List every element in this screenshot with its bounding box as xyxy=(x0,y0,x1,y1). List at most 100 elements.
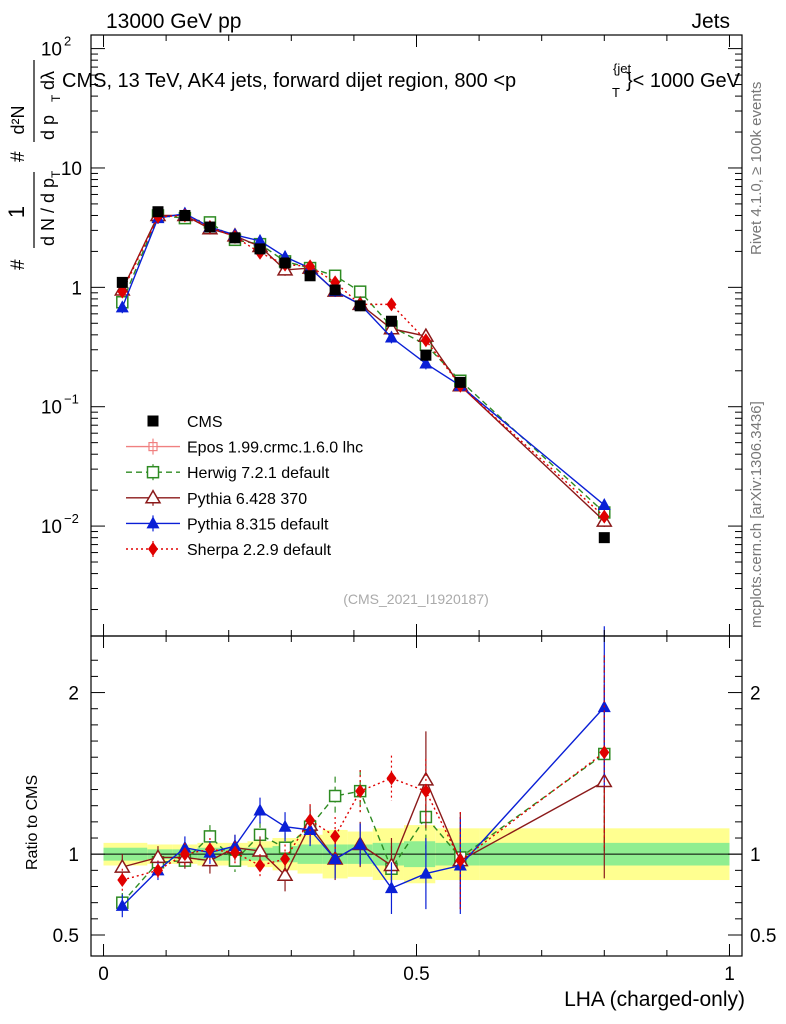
main-point-pythia-8-315-default-13 xyxy=(597,498,611,511)
main-point-cms-4 xyxy=(229,232,241,244)
y-tick-exp-4: 2 xyxy=(64,34,71,49)
ylabel-dpt-sub: T xyxy=(49,94,63,102)
title-end: }< 1000 GeV xyxy=(626,70,741,92)
main-point-pythia-8-315-default-5 xyxy=(253,233,267,246)
ylabel-one: 1 xyxy=(4,206,29,218)
plot-title: CMS, 13 TeV, AK4 jets, forward dijet reg… xyxy=(62,61,741,100)
title-super: {jet xyxy=(613,61,631,76)
main-point-sherpa-2-2-9-default-13 xyxy=(599,509,610,524)
ratio-point-herwig-7-2-1-default-6 xyxy=(278,841,292,854)
ratio-point-sherpa-2-2-9-default-11 xyxy=(420,784,431,799)
ratio-point-sherpa-2-2-9-default-8 xyxy=(330,829,341,844)
y-tick-label-4: 10 xyxy=(41,40,62,61)
main-point-cms-10 xyxy=(385,315,397,327)
rivet-label: Rivet 4.1.0, ≥ 100k events xyxy=(748,82,765,255)
ylabel-hash-left: # xyxy=(8,259,29,270)
main-point-cms-6 xyxy=(279,257,291,269)
ratio-y-label: Ratio to CMS xyxy=(24,775,41,870)
y-tick-exp-1: −1 xyxy=(64,392,79,407)
ylabel-dlambda: dλ xyxy=(38,71,58,90)
main-series-layer xyxy=(113,206,613,544)
ratio-point-sherpa-2-2-9-default-10 xyxy=(386,771,397,786)
main-point-pythia-8-315-default-10 xyxy=(384,330,398,343)
ratio-point-sherpa-2-2-9-default-6 xyxy=(280,852,291,867)
legend-label-herwig-7-2-1-default: Herwig 7.2.1 default xyxy=(187,465,330,482)
legend-label-pythia-6-428-370: Pythia 6.428 370 xyxy=(187,491,307,508)
title-main: CMS, 13 TeV, AK4 jets, forward dijet reg… xyxy=(62,70,516,92)
legend-label-epos-1-99-crmc-1-6-0-lhc: Epos 1.99.crmc.1.6.0 lhc xyxy=(187,440,363,457)
main-point-cms-7 xyxy=(304,270,316,282)
ratio-point-sherpa-2-2-9-default-7 xyxy=(305,813,316,828)
main-point-cms-9 xyxy=(354,300,366,312)
ratio-point-sherpa-2-2-9-default-9 xyxy=(355,784,366,799)
header-left: 13000 GeV pp xyxy=(106,10,241,33)
legend-marker-cms xyxy=(147,415,159,427)
main-point-cms-0 xyxy=(116,276,128,288)
ratio-point-sherpa-2-2-9-default-2 xyxy=(179,847,190,862)
ratio-point-sherpa-2-2-9-default-12 xyxy=(455,853,466,868)
legend-marker-sherpa-2-2-9-default xyxy=(148,542,158,556)
ratio-point-sherpa-2-2-9-default-4 xyxy=(229,845,240,860)
ratio-point-pythia-8-315-default-10 xyxy=(384,881,398,894)
ratio-point-pythia-8-315-default-4 xyxy=(228,839,242,852)
y-tick-exp-0: −2 xyxy=(64,511,79,526)
ratio-point-pythia-6-428-370-0 xyxy=(113,858,131,873)
ratio-point-pythia-8-315-default-6 xyxy=(278,819,292,832)
legend-marker-epos-1-99-crmc-1-6-0-lhc xyxy=(148,442,158,452)
ratio-point-sherpa-2-2-9-default-13 xyxy=(599,745,610,760)
ratio-point-pythia-8-315-default-8 xyxy=(328,852,342,865)
legend-label-sherpa-2-2-9-default: Sherpa 2.2.9 default xyxy=(187,542,332,559)
ratio-tick-label-right-2: 2 xyxy=(750,684,761,705)
ylabel-dpt: d p xyxy=(38,115,58,140)
y-axis-label: # 1 d N / d p T # d²N d p T dλ xyxy=(4,60,63,270)
legend-marker-pythia-8-315-default xyxy=(146,516,160,529)
legend-label-cms: CMS xyxy=(187,414,223,431)
main-point-cms-12 xyxy=(454,376,466,388)
x-tick-label-2: 1 xyxy=(724,964,735,985)
ratio-line-herwig-7-2-1-default xyxy=(121,753,605,904)
main-point-pythia-8-315-default-0 xyxy=(115,300,129,313)
ylabel-hash-mid: # xyxy=(8,151,29,162)
main-point-cms-11 xyxy=(420,349,432,361)
legend-marker-herwig-7-2-1-default xyxy=(146,465,160,479)
ratio-point-pythia-8-315-default-5 xyxy=(253,803,267,816)
header-right: Jets xyxy=(691,10,730,33)
ratio-tick-label-0: 0.5 xyxy=(53,926,79,947)
ratio-tick-label-right-0: 0.5 xyxy=(750,926,776,947)
ratio-point-pythia-8-315-default-7 xyxy=(303,822,317,835)
ratio-point-sherpa-2-2-9-default-0 xyxy=(117,873,128,888)
ratio-point-pythia-8-315-default-0 xyxy=(115,898,129,911)
y-tick-label-2: 1 xyxy=(71,278,82,299)
ylabel-denominator: d N / d p xyxy=(38,178,58,246)
ratio-point-sherpa-2-2-9-default-5 xyxy=(255,858,266,873)
main-point-sherpa-2-2-9-default-11 xyxy=(420,333,431,348)
main-point-sherpa-2-2-9-default-0 xyxy=(117,284,128,299)
main-point-cms-2 xyxy=(179,209,191,221)
ratio-tick-label-1: 1 xyxy=(68,845,79,866)
y-tick-label-3: 10 xyxy=(61,159,82,180)
main-point-pythia-8-315-default-11 xyxy=(419,356,433,369)
ratio-series-layer xyxy=(113,626,613,918)
ratio-line-sherpa-2-2-9-default xyxy=(122,751,605,881)
ratio-plot-frame xyxy=(90,635,743,957)
ratio-point-herwig-7-2-1-default-8 xyxy=(328,789,342,803)
main-point-cms-13 xyxy=(598,532,610,544)
ratio-point-herwig-7-2-1-default-3 xyxy=(203,830,217,843)
main-point-cms-1 xyxy=(152,206,164,218)
ratio-point-pythia-8-315-default-11 xyxy=(419,866,433,879)
x-tick-label-1: 0.5 xyxy=(403,964,429,985)
ratio-tick-label-right-1: 1 xyxy=(750,845,761,866)
main-point-cms-8 xyxy=(329,284,341,296)
title-sub: T xyxy=(612,85,620,100)
x-tick-label-0: 0 xyxy=(98,964,109,985)
ratio-point-sherpa-2-2-9-default-1 xyxy=(152,863,163,878)
ratio-point-pythia-8-315-default-9 xyxy=(353,837,367,850)
legend: CMS Epos 1.99.crmc.1.6.0 lhc Herwig 7.2.1 … xyxy=(126,414,363,559)
main-line-pythia-8-315-default xyxy=(121,212,605,506)
legend-marker-pythia-6-428-370 xyxy=(144,489,162,504)
ratio-point-pythia-8-315-default-2 xyxy=(178,840,192,853)
legend-label-pythia-8-315-default: Pythia 8.315 default xyxy=(187,516,329,533)
ratio-point-sherpa-2-2-9-default-3 xyxy=(204,842,215,857)
